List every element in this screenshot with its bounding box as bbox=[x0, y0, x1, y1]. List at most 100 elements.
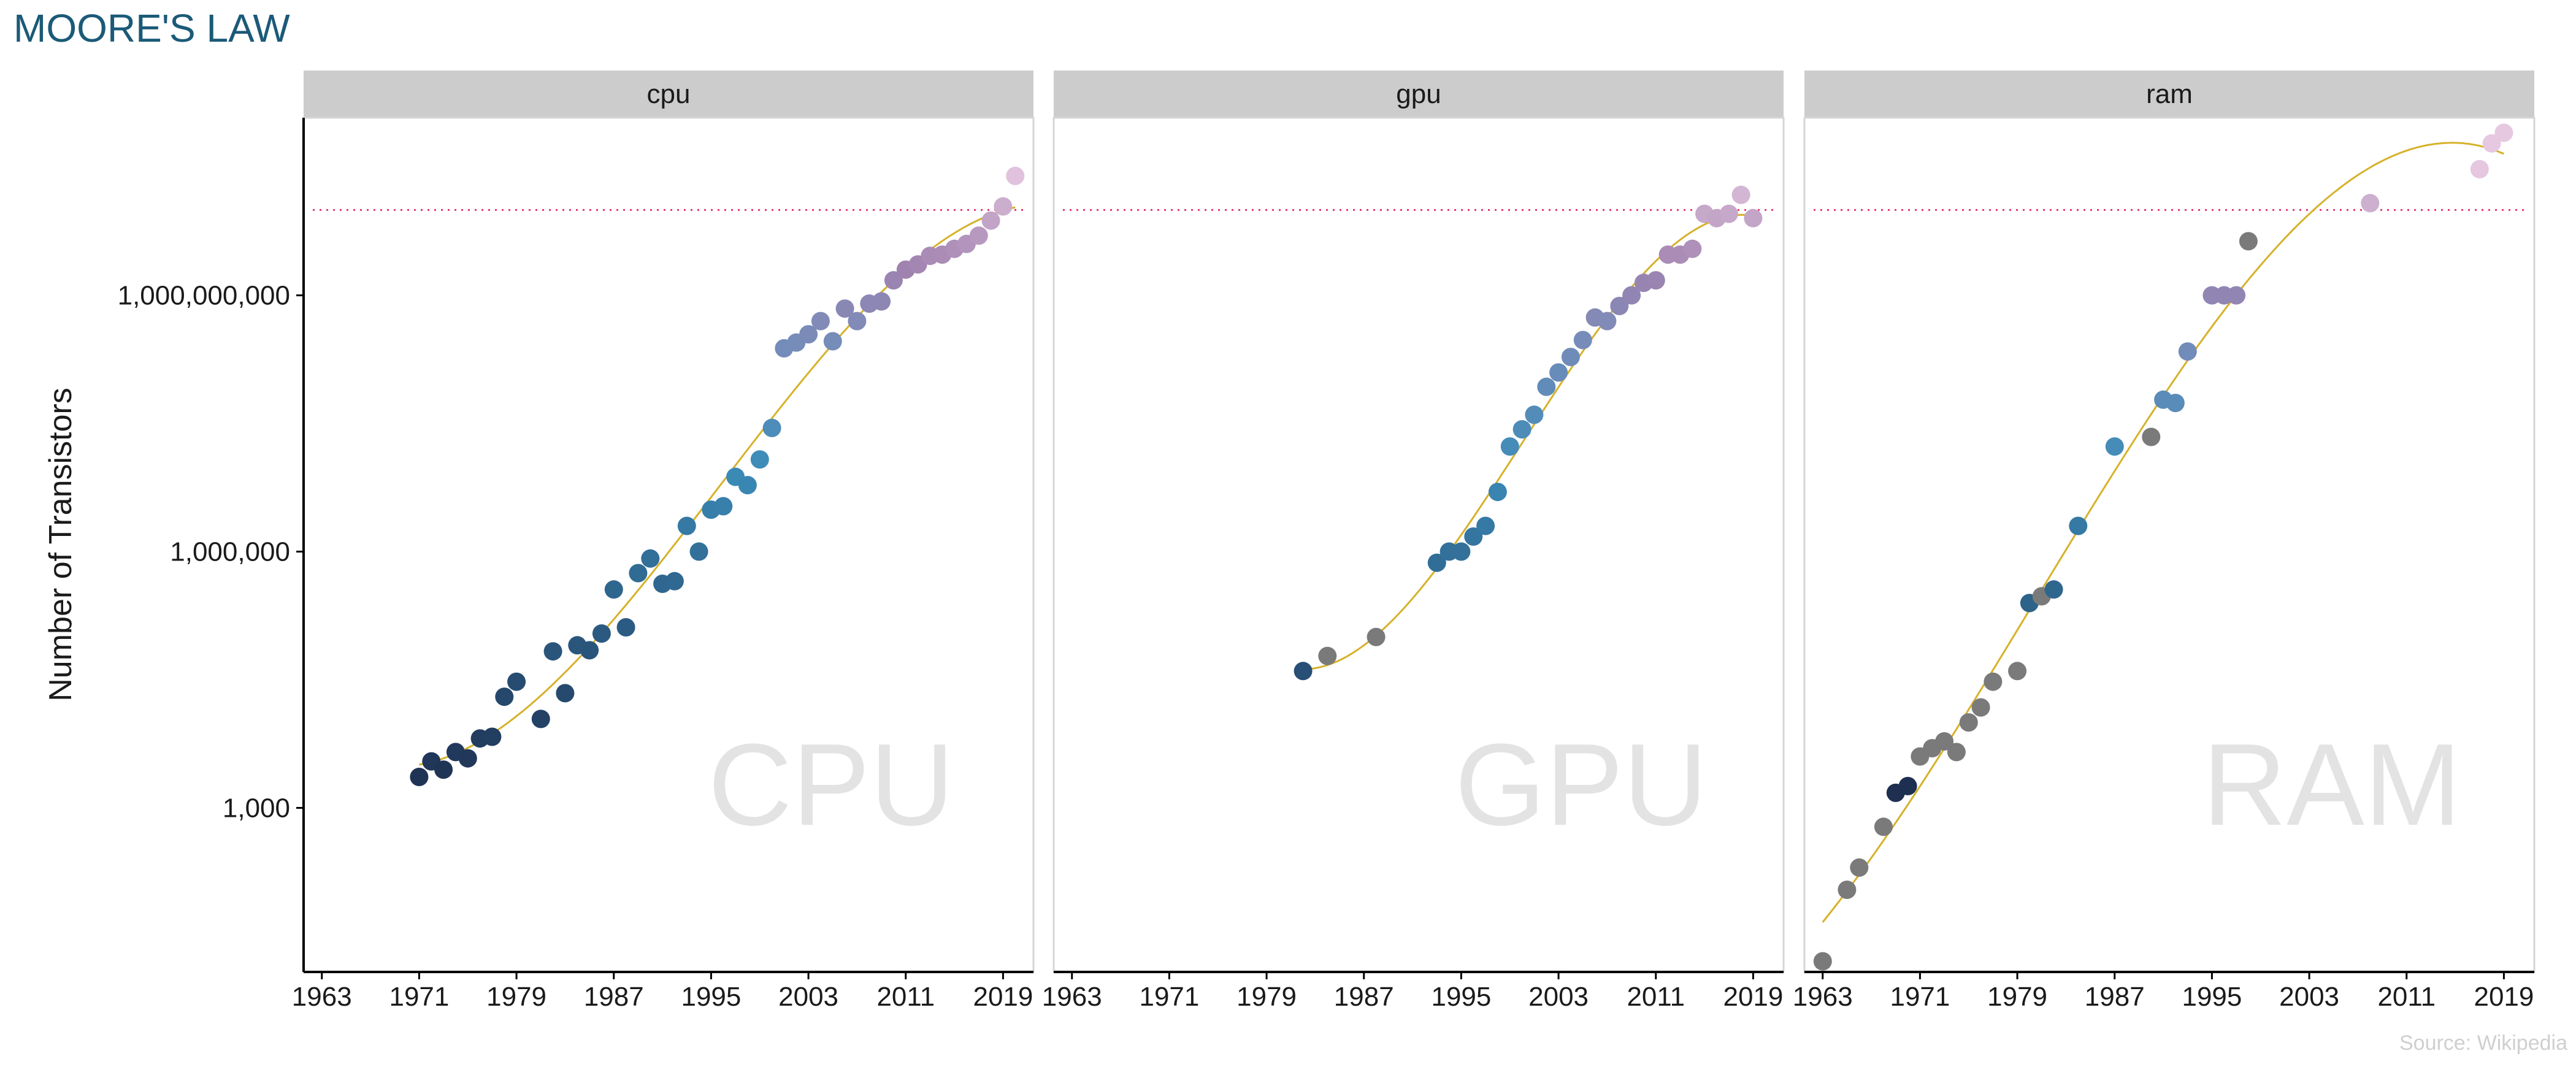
data-point bbox=[458, 749, 477, 768]
data-point bbox=[1935, 732, 1954, 751]
x-tick-label: 2003 bbox=[1528, 982, 1589, 1012]
chart-title: MOORE'S LAW bbox=[13, 6, 290, 50]
x-tick-label: 1971 bbox=[1139, 982, 1199, 1012]
data-point bbox=[750, 450, 769, 469]
panel-watermark: GPU bbox=[1455, 720, 1708, 850]
x-tick-label: 1971 bbox=[1890, 982, 1950, 1012]
data-point bbox=[2044, 580, 2063, 599]
y-tick-label: 1,000,000 bbox=[170, 537, 290, 567]
x-tick-label: 1979 bbox=[1236, 982, 1297, 1012]
data-point bbox=[848, 312, 867, 331]
panel-gpu: gpu GPU 1963 1971 1979 1987 1995 2003 2011 2019 bbox=[1042, 71, 1785, 1012]
data-point bbox=[2105, 437, 2124, 456]
data-point bbox=[1947, 743, 1966, 762]
data-point bbox=[1549, 363, 1568, 382]
x-tick-label: 1995 bbox=[2182, 982, 2242, 1012]
data-point bbox=[1500, 437, 1519, 456]
x-tick-label: 2011 bbox=[1627, 982, 1685, 1012]
data-point bbox=[1959, 713, 1978, 732]
x-tick-label: 1971 bbox=[389, 982, 449, 1012]
data-point bbox=[1525, 405, 1544, 424]
data-point bbox=[1452, 542, 1471, 561]
data-point bbox=[556, 684, 575, 703]
facet-panels: cpu CPU 1963 1971 1979 1987 1995 2003 2011 2019 1,… bbox=[118, 71, 2536, 1012]
data-point bbox=[1561, 348, 1580, 367]
data-point bbox=[738, 476, 757, 495]
data-point bbox=[1573, 331, 1592, 350]
panel-watermark: RAM bbox=[2202, 720, 2461, 850]
x-tick-label: 1995 bbox=[1431, 982, 1491, 1012]
data-point bbox=[592, 624, 611, 643]
data-point bbox=[1850, 858, 1869, 877]
trend-line bbox=[1303, 213, 1754, 670]
x-tick-label: 2019 bbox=[973, 982, 1033, 1012]
data-point bbox=[677, 516, 696, 535]
x-tick-label: 2011 bbox=[876, 982, 935, 1012]
data-point bbox=[616, 618, 635, 637]
panel-cpu: cpu CPU 1963 1971 1979 1987 1995 2003 2011 2019 1,… bbox=[118, 71, 1035, 1012]
data-point bbox=[835, 299, 854, 318]
data-point bbox=[1610, 297, 1629, 315]
data-point bbox=[1598, 312, 1617, 331]
data-point bbox=[1318, 646, 1337, 665]
data-point bbox=[665, 572, 684, 591]
source-note: Source: Wikipedia bbox=[2399, 1031, 2567, 1055]
data-point bbox=[1622, 286, 1641, 305]
data-point bbox=[1838, 881, 1857, 899]
data-point bbox=[1744, 208, 1763, 228]
data-point bbox=[2008, 662, 2027, 681]
data-point bbox=[884, 271, 903, 290]
strip-background bbox=[1054, 71, 1784, 118]
data-point bbox=[1683, 239, 1702, 258]
data-point bbox=[1464, 527, 1483, 546]
panel-ram: ram RAM 1963 1971 1979 1987 1995 2003 2011 2019 bbox=[1793, 71, 2536, 1012]
data-point bbox=[799, 325, 818, 344]
data-point bbox=[1427, 553, 1446, 572]
data-point bbox=[1512, 420, 1531, 439]
data-point bbox=[1006, 166, 1025, 185]
data-point bbox=[1813, 952, 1832, 971]
data-point bbox=[872, 292, 891, 311]
data-point bbox=[811, 312, 830, 331]
data-point bbox=[604, 580, 623, 599]
data-point bbox=[2227, 286, 2246, 305]
data-point bbox=[2482, 134, 2501, 153]
data-point bbox=[2470, 159, 2489, 178]
x-tick-label: 1963 bbox=[292, 982, 352, 1012]
data-point bbox=[410, 768, 429, 786]
x-tick-label: 1995 bbox=[681, 982, 741, 1012]
x-tick-label: 2019 bbox=[1723, 982, 1783, 1012]
x-tick-label: 2003 bbox=[778, 982, 838, 1012]
y-tick-label: 1,000 bbox=[223, 793, 290, 823]
data-point bbox=[689, 542, 708, 561]
data-point bbox=[2166, 394, 2185, 413]
panel-watermark: CPU bbox=[708, 720, 954, 850]
x-tick-label: 2011 bbox=[2377, 982, 2436, 1012]
y-tick-label: 1,000,000,000 bbox=[118, 281, 290, 311]
data-point bbox=[1294, 662, 1313, 681]
data-point bbox=[762, 418, 781, 437]
data-point bbox=[641, 549, 660, 568]
x-tick-label: 1987 bbox=[2085, 982, 2145, 1012]
data-point bbox=[1984, 672, 2003, 691]
data-point bbox=[823, 332, 842, 351]
data-point bbox=[1646, 271, 1665, 290]
data-point bbox=[1731, 185, 1750, 204]
data-point bbox=[434, 760, 453, 779]
strip-background bbox=[1804, 71, 2534, 118]
data-point bbox=[994, 197, 1013, 216]
strip-label: ram bbox=[2146, 79, 2193, 109]
strip-background bbox=[304, 71, 1033, 118]
x-tick-label: 1979 bbox=[1987, 982, 2047, 1012]
x-tick-label: 1987 bbox=[584, 982, 644, 1012]
data-point bbox=[1488, 483, 1507, 502]
data-point bbox=[1971, 698, 1990, 717]
data-point bbox=[629, 564, 648, 583]
strip-label: gpu bbox=[1396, 79, 1441, 109]
x-tick-label: 1963 bbox=[1793, 982, 1853, 1012]
data-point bbox=[543, 642, 562, 661]
data-point bbox=[1719, 204, 1738, 223]
x-tick-label: 1987 bbox=[1334, 982, 1394, 1012]
data-point bbox=[1898, 776, 1917, 795]
